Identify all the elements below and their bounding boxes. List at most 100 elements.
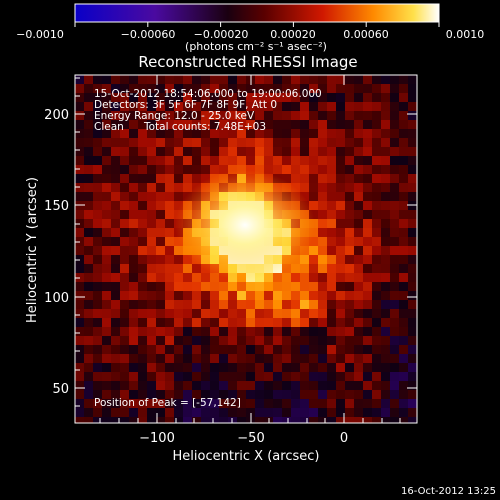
image-pixel: [399, 273, 408, 282]
image-pixel: [84, 75, 93, 84]
image-pixel: [111, 417, 120, 423]
image-pixel: [219, 372, 228, 381]
image-pixel: [399, 192, 408, 201]
image-pixel: [120, 318, 129, 327]
image-pixel: [165, 111, 174, 120]
image-pixel: [147, 390, 156, 399]
image-pixel: [138, 84, 147, 93]
image-pixel: [345, 165, 354, 174]
image-pixel: [345, 192, 354, 201]
image-pixel: [399, 345, 408, 354]
image-pixel: [354, 237, 363, 246]
image-pixel: [174, 345, 183, 354]
image-pixel: [372, 318, 381, 327]
image-pixel: [327, 399, 336, 408]
image-pixel: [210, 282, 219, 291]
image-pixel: [345, 138, 354, 147]
image-pixel: [246, 309, 255, 318]
image-pixel: [156, 111, 165, 120]
image-pixel: [156, 120, 165, 129]
image-pixel: [246, 363, 255, 372]
image-pixel: [318, 273, 327, 282]
image-pixel: [318, 327, 327, 336]
image-pixel: [156, 381, 165, 390]
image-pixel: [102, 183, 111, 192]
image-pixel: [336, 417, 345, 423]
image-pixel: [363, 318, 372, 327]
image-pixel: [120, 129, 129, 138]
image-pixel: [309, 345, 318, 354]
image-pixel: [237, 336, 246, 345]
image-pixel: [138, 183, 147, 192]
image-pixel: [372, 390, 381, 399]
image-pixel: [156, 165, 165, 174]
image-pixel: [300, 336, 309, 345]
image-pixel: [210, 165, 219, 174]
image-pixel: [318, 138, 327, 147]
image-pixel: [174, 156, 183, 165]
image-pixel: [408, 84, 417, 93]
image-pixel: [147, 120, 156, 129]
image-pixel: [84, 237, 93, 246]
image-pixel: [192, 84, 201, 93]
image-pixel: [228, 93, 237, 102]
image-pixel: [381, 327, 390, 336]
image-pixel: [192, 120, 201, 129]
image-pixel: [183, 372, 192, 381]
image-pixel: [147, 201, 156, 210]
image-pixel: [147, 228, 156, 237]
image-pixel: [408, 102, 417, 111]
image-pixel: [192, 138, 201, 147]
image-pixel: [93, 102, 102, 111]
image-pixel: [201, 102, 210, 111]
image-pixel: [129, 363, 138, 372]
image-pixel: [84, 246, 93, 255]
image-pixel: [327, 246, 336, 255]
image-pixel: [183, 390, 192, 399]
image-pixel: [129, 120, 138, 129]
image-pixel: [120, 156, 129, 165]
image-pixel: [219, 336, 228, 345]
image-pixel: [156, 84, 165, 93]
image-pixel: [345, 318, 354, 327]
image-pixel: [192, 129, 201, 138]
image-pixel: [174, 363, 183, 372]
image-pixel: [129, 75, 138, 84]
image-pixel: [102, 354, 111, 363]
image-pixel: [354, 327, 363, 336]
image-pixel: [219, 102, 228, 111]
image-pixel: [318, 390, 327, 399]
image-pixel: [390, 255, 399, 264]
image-pixel: [237, 102, 246, 111]
image-pixel: [156, 129, 165, 138]
image-pixel: [93, 174, 102, 183]
image-pixel: [228, 84, 237, 93]
image-pixel: [300, 417, 309, 423]
image-pixel: [174, 129, 183, 138]
image-pixel: [273, 93, 282, 102]
image-pixel: [246, 399, 255, 408]
image-pixel: [345, 156, 354, 165]
image-pixel: [255, 327, 264, 336]
image-pixel: [138, 147, 147, 156]
image-pixel: [237, 156, 246, 165]
image-pixel: [390, 165, 399, 174]
image-pixel: [309, 192, 318, 201]
image-pixel: [102, 210, 111, 219]
image-pixel: [237, 165, 246, 174]
image-pixel: [381, 138, 390, 147]
image-pixel: [237, 345, 246, 354]
image-pixel: [390, 138, 399, 147]
image-pixel: [300, 255, 309, 264]
image-pixel: [336, 75, 345, 84]
image-pixel: [219, 273, 228, 282]
image-pixel: [381, 237, 390, 246]
image-pixel: [372, 309, 381, 318]
image-pixel: [381, 183, 390, 192]
image-pixel: [192, 390, 201, 399]
image-pixel: [111, 390, 120, 399]
image-pixel: [246, 390, 255, 399]
image-pixel: [102, 84, 111, 93]
image-pixel: [210, 363, 219, 372]
image-pixel: [219, 147, 228, 156]
